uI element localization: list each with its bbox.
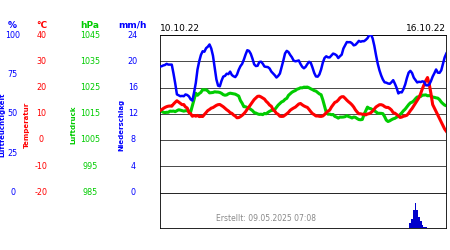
Text: 25: 25 [8,148,18,158]
Bar [411,219,413,228]
Text: %: % [8,20,17,30]
Bar [414,204,416,228]
Bar [418,216,420,228]
Text: 24: 24 [128,30,138,40]
Text: 10: 10 [36,109,46,118]
Text: -20: -20 [35,188,48,197]
Text: 1045: 1045 [80,30,100,40]
Text: hPa: hPa [81,20,99,30]
Text: 8: 8 [130,136,135,144]
Text: 20: 20 [128,57,138,66]
Text: mm/h: mm/h [118,20,147,30]
Text: 16: 16 [128,83,138,92]
Text: 30: 30 [36,57,46,66]
Text: -10: -10 [35,162,48,171]
Text: 10.10.22: 10.10.22 [160,24,200,34]
Text: 12: 12 [128,109,138,118]
Text: 1025: 1025 [80,83,100,92]
Bar [422,225,423,228]
Text: 4: 4 [130,162,135,171]
Text: 50: 50 [8,109,18,118]
Text: °C: °C [36,20,47,30]
Text: Temperatur: Temperatur [24,102,30,148]
Bar [420,221,422,228]
Bar [423,226,425,228]
Text: 16.10.22: 16.10.22 [406,24,446,34]
Text: 75: 75 [8,70,18,79]
Text: 1015: 1015 [80,109,100,118]
Text: 40: 40 [36,30,46,40]
Text: 1005: 1005 [80,136,100,144]
Text: Luftfeuchtigkeit: Luftfeuchtigkeit [0,93,5,157]
Text: 20: 20 [36,83,46,92]
Text: 0: 0 [39,136,44,144]
Bar [413,210,414,228]
Text: Erstellt: 09.05.2025 07:08: Erstellt: 09.05.2025 07:08 [216,214,316,223]
Text: Niederschlag: Niederschlag [118,99,125,151]
Text: 100: 100 [5,30,20,40]
Bar [425,227,427,228]
Text: Luftdruck: Luftdruck [70,106,77,144]
Text: 995: 995 [82,162,98,171]
Text: 1035: 1035 [80,57,100,66]
Text: 0: 0 [10,188,15,197]
Text: 985: 985 [82,188,98,197]
Bar [410,223,411,228]
Text: 0: 0 [130,188,135,197]
Bar [416,210,418,228]
